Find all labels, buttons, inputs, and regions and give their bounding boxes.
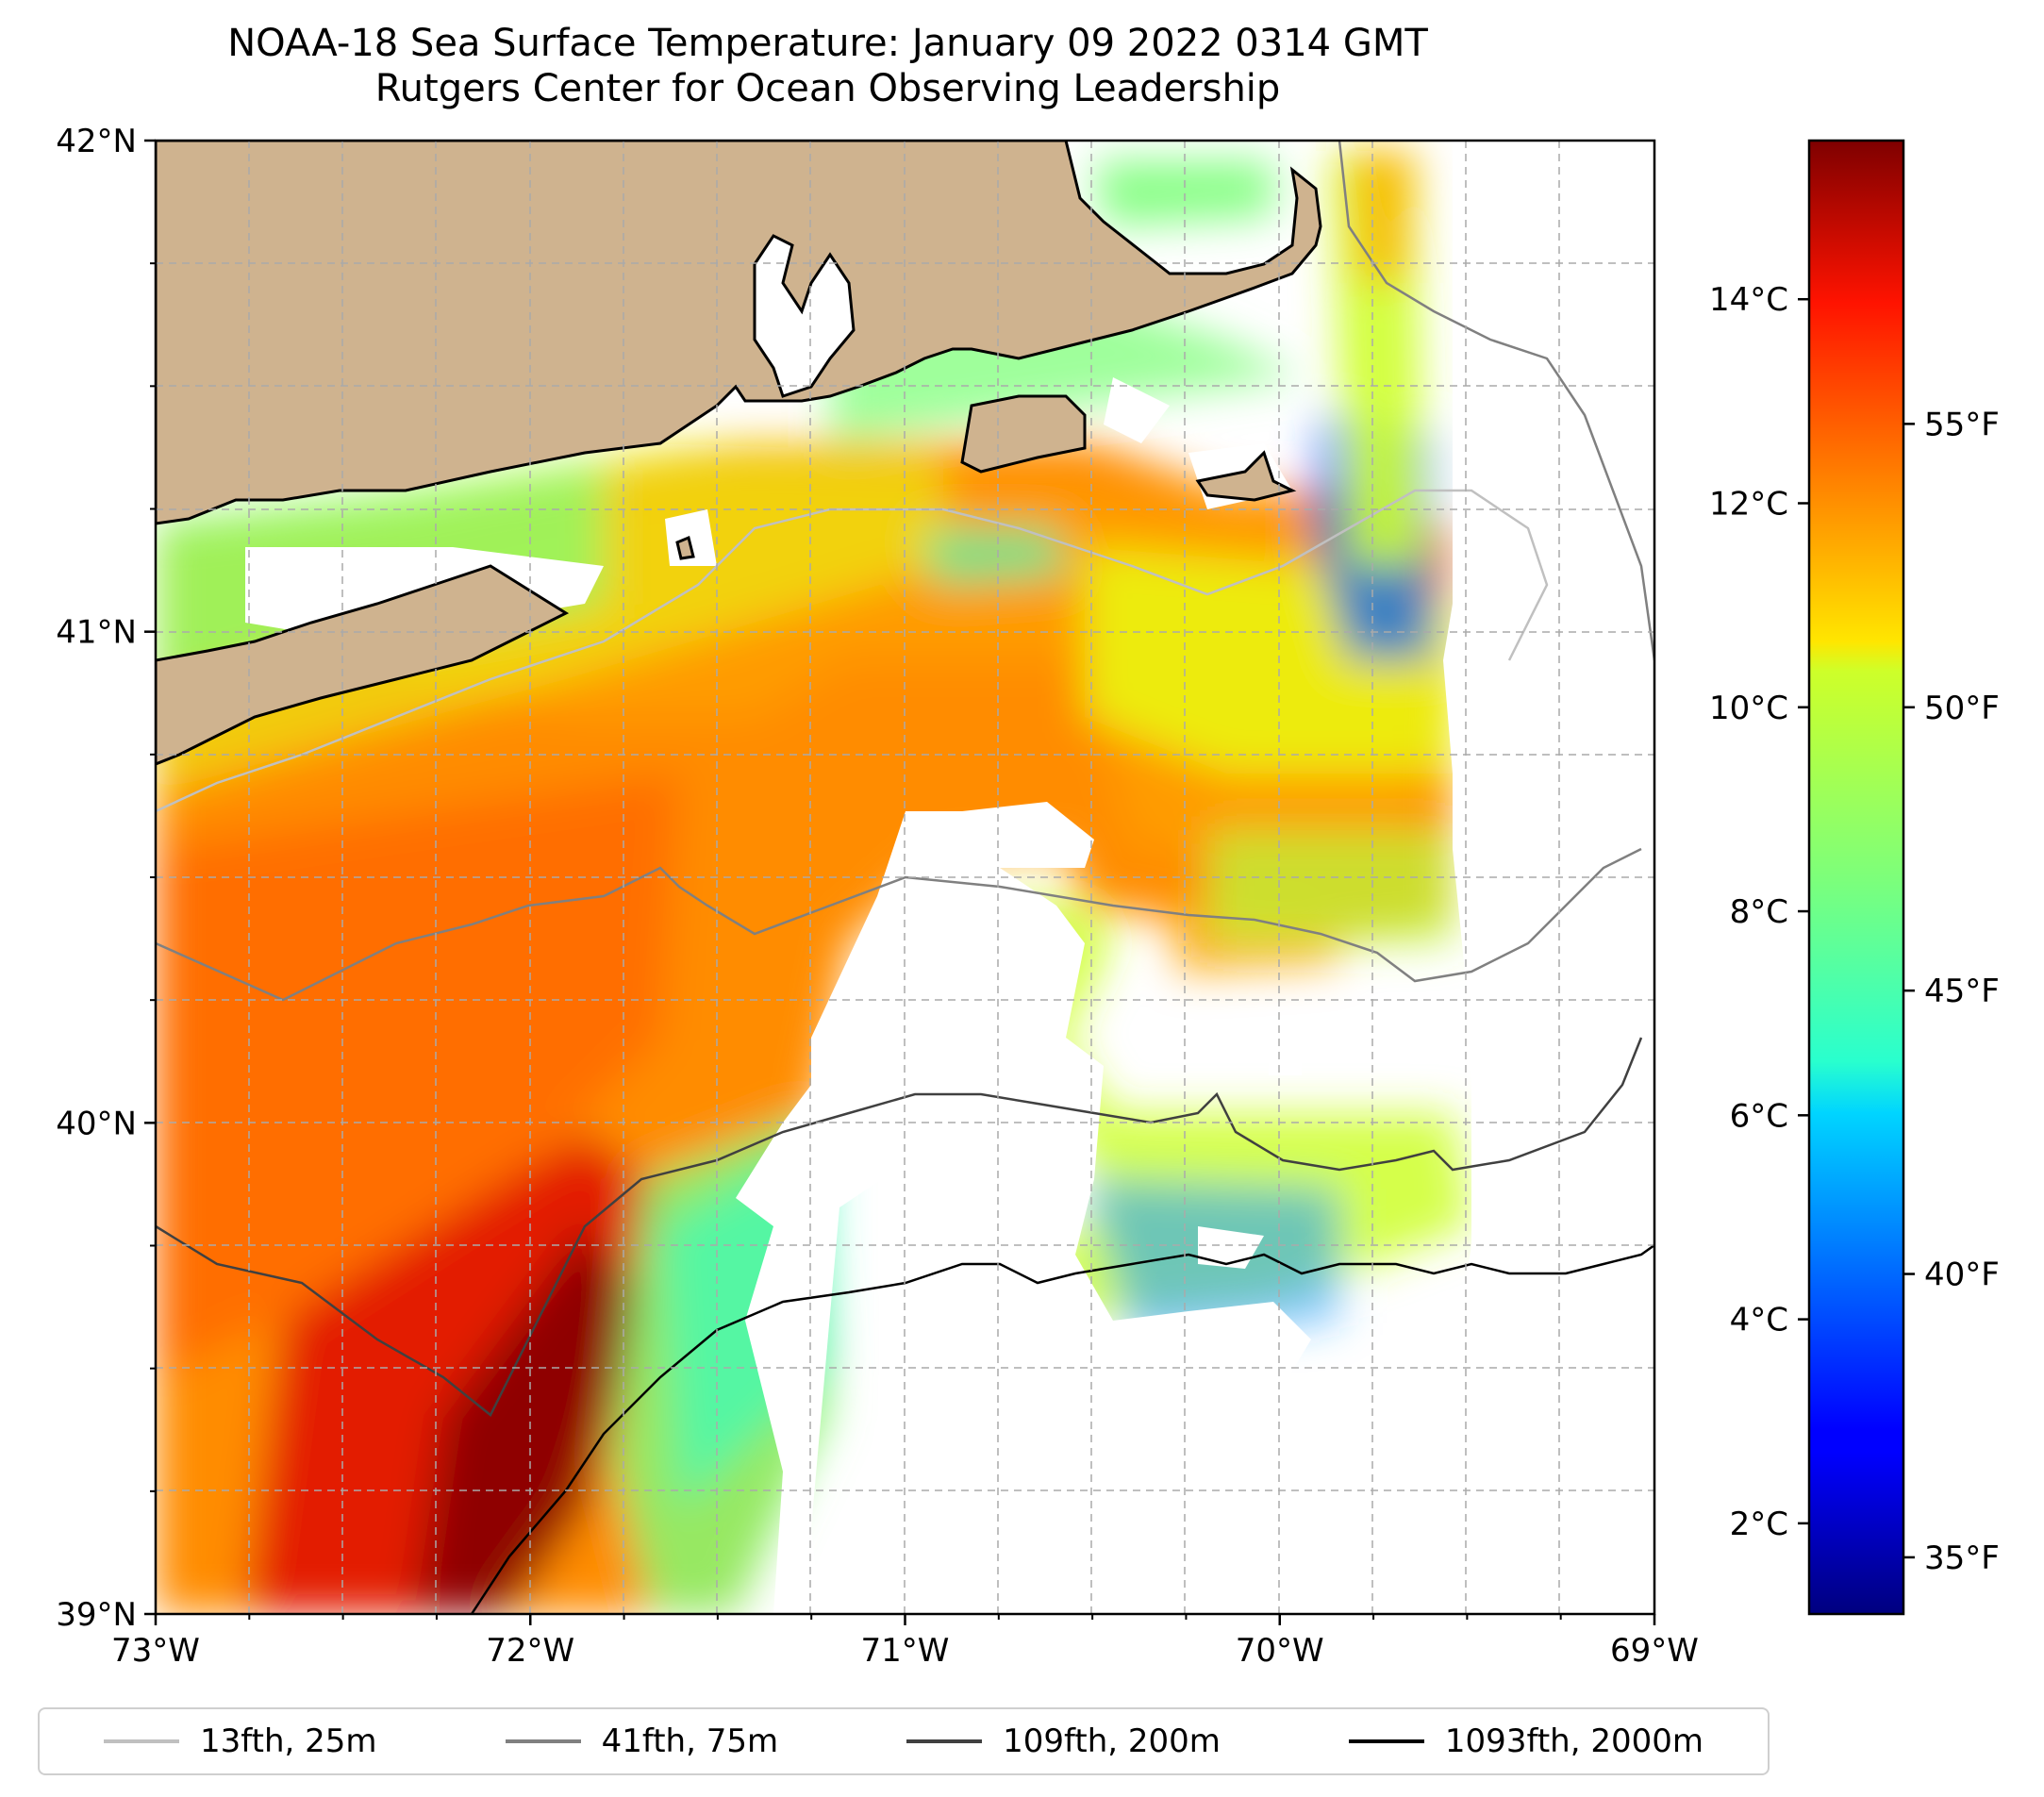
legend-label-2000m: 1093fth, 2000m (1444, 1722, 1703, 1760)
colorbar-celsius-label: 4°C (1730, 1302, 1788, 1339)
colorbar-ticks: 14°C 12°C 10°C 8°C 6°C 4°C 2°C 55°F 50°F 45°F 40°F… (1709, 281, 2000, 1577)
legend-label-200m: 109fth, 200m (1003, 1722, 1221, 1760)
axis-ticks: 73°W 72°W 71°W 70°W 69°W 42°N 41°N 40°N 39°N (56, 123, 1699, 1670)
colorbar-fahrenheit-label: 35°F (1924, 1539, 2000, 1577)
isobath-75m (156, 847, 1642, 1002)
isobath-75m-north (1338, 141, 1654, 661)
legend-item-75m: 41fth, 75m (505, 1722, 779, 1760)
isobath-25m (156, 489, 1549, 813)
martha-vineyard (960, 394, 1087, 474)
legend-label-25m: 13fth, 25m (200, 1722, 377, 1760)
lon-tick-label: 72°W (486, 1632, 574, 1670)
legend-label-75m: 41fth, 75m (601, 1722, 779, 1760)
colorbar-fahrenheit-label: 45°F (1924, 973, 2000, 1010)
mainland-connecticut-ri-ma (156, 141, 1322, 525)
lat-tick-label: 39°N (56, 1596, 137, 1634)
nantucket (1195, 450, 1297, 502)
block-island (675, 535, 695, 560)
colorbar-celsius-label: 12°C (1709, 485, 1788, 523)
colorbar-celsius-label: 14°C (1709, 281, 1788, 319)
lon-tick-label: 73°W (111, 1632, 200, 1670)
legend-item-2000m: 1093fth, 2000m (1348, 1722, 1703, 1760)
isobath-200m (156, 1037, 1643, 1417)
legend-swatch-75m (505, 1739, 581, 1743)
colorbar-celsius-label: 6°C (1730, 1097, 1788, 1135)
colorbar (1807, 139, 1905, 1616)
legend-swatch-2000m (1348, 1739, 1424, 1743)
title-line-1: NOAA-18 Sea Surface Temperature: January… (227, 22, 1428, 65)
title-line-2: Rutgers Center for Ocean Observing Leade… (374, 67, 1281, 110)
sst-field (156, 151, 1471, 1614)
land (156, 141, 1322, 766)
legend-item-25m: 13fth, 25m (104, 1722, 377, 1760)
lat-tick-label: 42°N (56, 123, 137, 160)
lat-tick-label: 41°N (56, 614, 137, 652)
chart-title: NOAA-18 Sea Surface Temperature: January… (0, 21, 1655, 111)
lon-tick-label: 69°W (1610, 1632, 1699, 1670)
nearshore-gaps (753, 234, 856, 398)
legend-item-200m: 109fth, 200m (906, 1722, 1221, 1760)
lat-tick-label: 40°N (56, 1105, 137, 1142)
legend-swatch-200m (906, 1739, 983, 1743)
colorbar-fahrenheit-label: 50°F (1924, 690, 2000, 727)
isobaths (156, 141, 1654, 1614)
legend-swatch-25m (104, 1739, 180, 1743)
isobath-2000m (470, 1243, 1654, 1614)
colorbar-celsius-label: 2°C (1730, 1506, 1788, 1543)
colorbar-fahrenheit-label: 55°F (1924, 406, 2000, 443)
colorbar-celsius-label: 10°C (1709, 690, 1788, 727)
colorbar-celsius-label: 8°C (1730, 893, 1788, 931)
lon-tick-label: 71°W (861, 1632, 950, 1670)
colorbar-fahrenheit-label: 40°F (1924, 1256, 2000, 1294)
lon-tick-label: 70°W (1236, 1632, 1324, 1670)
isobath-legend: 13fth, 25m 41fth, 75m 109fth, 200m 1093f… (38, 1707, 1770, 1775)
